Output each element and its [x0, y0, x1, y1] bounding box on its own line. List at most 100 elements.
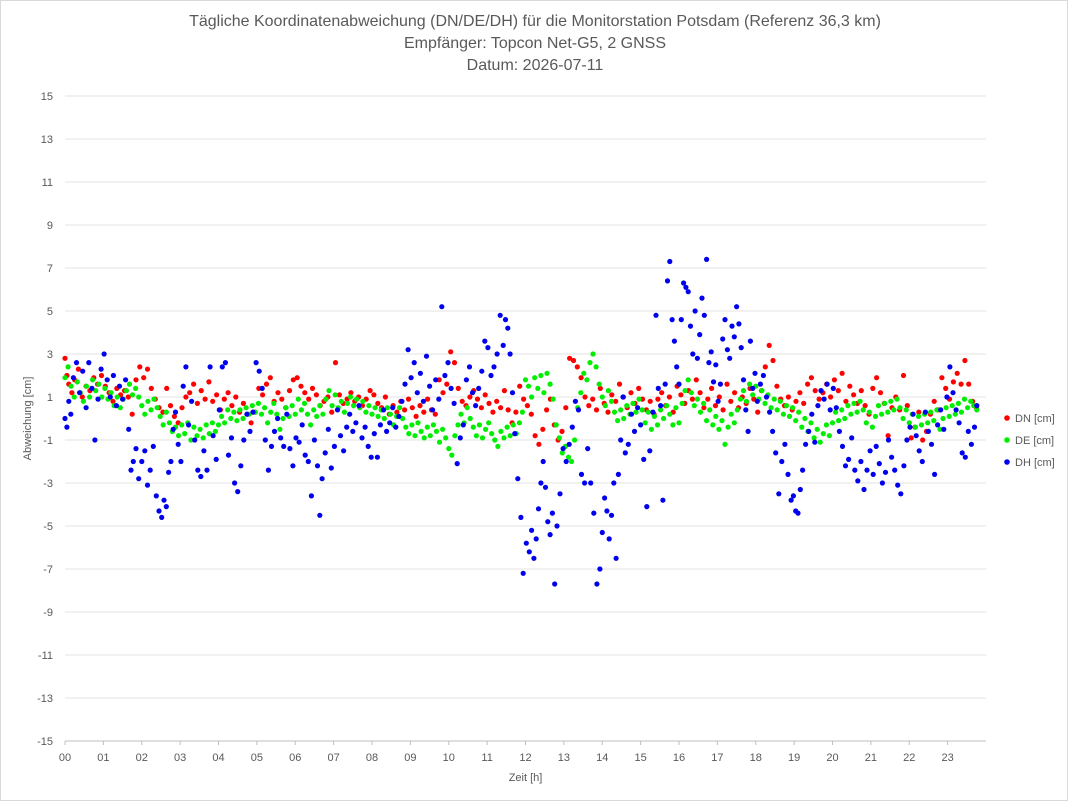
data-point-dh: [350, 428, 356, 434]
data-point-dh: [95, 396, 101, 402]
data-point-dh: [107, 394, 113, 400]
data-point-dh: [727, 355, 733, 361]
data-point-dh: [628, 411, 635, 417]
data-point-de: [504, 424, 510, 430]
data-point-dh: [110, 372, 116, 379]
data-point-dh: [113, 403, 119, 409]
data-point-dh: [830, 385, 836, 391]
data-point-dh: [325, 426, 331, 432]
data-point-de: [108, 390, 114, 396]
data-point-de: [581, 370, 587, 376]
data-point-de: [117, 405, 123, 411]
data-point-dh: [219, 364, 225, 370]
data-point-de: [228, 415, 234, 422]
data-point-dh: [842, 463, 849, 469]
data-point-dn: [847, 383, 853, 389]
data-point-de: [427, 433, 433, 439]
data-point-de: [360, 398, 366, 404]
data-point-de: [375, 413, 381, 419]
data-point-de: [952, 411, 958, 417]
data-point-dn: [835, 388, 841, 394]
data-point-de: [166, 420, 172, 426]
y-tick-label: 3: [47, 349, 53, 361]
data-point-de: [593, 364, 599, 370]
data-point-de: [854, 409, 860, 415]
data-point-dh: [928, 441, 935, 447]
data-point-de: [347, 394, 354, 400]
data-point-de: [191, 424, 197, 430]
data-point-dn: [647, 398, 653, 404]
data-point-dh: [736, 321, 742, 327]
data-point-dn: [451, 360, 458, 366]
data-point-de: [400, 415, 406, 422]
data-point-dh: [86, 360, 92, 366]
data-point-de: [928, 409, 934, 415]
data-point-de: [406, 431, 412, 437]
data-point-dh: [247, 428, 253, 434]
data-point-dh: [62, 415, 68, 422]
data-point-de: [697, 409, 704, 415]
data-point-de: [891, 407, 897, 413]
data-point-dn: [409, 405, 415, 411]
data-point-de: [126, 381, 133, 387]
x-tick-label: 06: [289, 752, 301, 764]
data-point-dh: [408, 375, 414, 381]
data-point-dh: [763, 394, 770, 400]
data-point-dn: [908, 435, 914, 441]
data-point-dn: [563, 405, 569, 411]
data-point-de: [526, 383, 532, 389]
data-point-dh: [172, 409, 179, 415]
data-point-dn: [371, 392, 377, 398]
data-point-de: [857, 398, 863, 404]
data-point-dn: [298, 383, 304, 389]
data-point-de: [651, 413, 658, 419]
x-tick-label: 10: [443, 752, 455, 764]
data-point-de: [68, 383, 74, 389]
data-point-dh: [491, 364, 497, 370]
y-tick-label: -1: [43, 435, 53, 447]
data-point-dh: [569, 424, 575, 430]
data-point-dh: [268, 443, 275, 449]
data-point-dh: [855, 478, 861, 484]
data-point-de: [369, 411, 375, 417]
data-point-de: [449, 452, 455, 458]
data-point-dn: [394, 409, 400, 415]
data-point-dn: [720, 407, 726, 413]
data-point-de: [823, 422, 830, 428]
data-point-dh: [676, 381, 682, 387]
data-point-dn: [966, 381, 972, 387]
data-point-dh: [314, 463, 321, 469]
data-point-dh: [359, 435, 365, 441]
data-point-de: [559, 450, 565, 456]
data-point-dh: [641, 456, 647, 462]
data-point-de: [308, 422, 314, 428]
data-point-de: [225, 407, 231, 413]
data-point-dh: [244, 411, 250, 417]
data-point-de: [912, 424, 919, 430]
data-point-dn: [732, 390, 738, 396]
data-point-dh: [647, 448, 653, 454]
data-point-dh: [655, 385, 661, 391]
data-point-dh: [697, 332, 703, 338]
data-point-de: [946, 413, 952, 419]
data-point-de: [387, 411, 393, 417]
data-point-de: [304, 411, 311, 417]
data-point-dh: [971, 424, 978, 430]
data-point-dh: [754, 398, 760, 404]
data-point-de: [750, 392, 756, 398]
data-point-dn: [478, 405, 484, 411]
data-point-de: [943, 405, 949, 411]
data-point-dn: [816, 396, 822, 402]
data-point-dh: [136, 476, 142, 482]
data-point-dh: [139, 458, 145, 465]
data-point-dh: [540, 458, 546, 465]
data-point-dh: [867, 448, 873, 454]
data-point-de: [658, 407, 664, 413]
data-point-dh: [713, 362, 719, 368]
data-point-de: [102, 385, 108, 391]
data-point-dn: [582, 394, 588, 400]
data-point-dh: [974, 403, 980, 409]
data-point-dh: [488, 372, 494, 379]
data-point-de: [163, 409, 169, 415]
data-point-dh: [380, 407, 387, 413]
